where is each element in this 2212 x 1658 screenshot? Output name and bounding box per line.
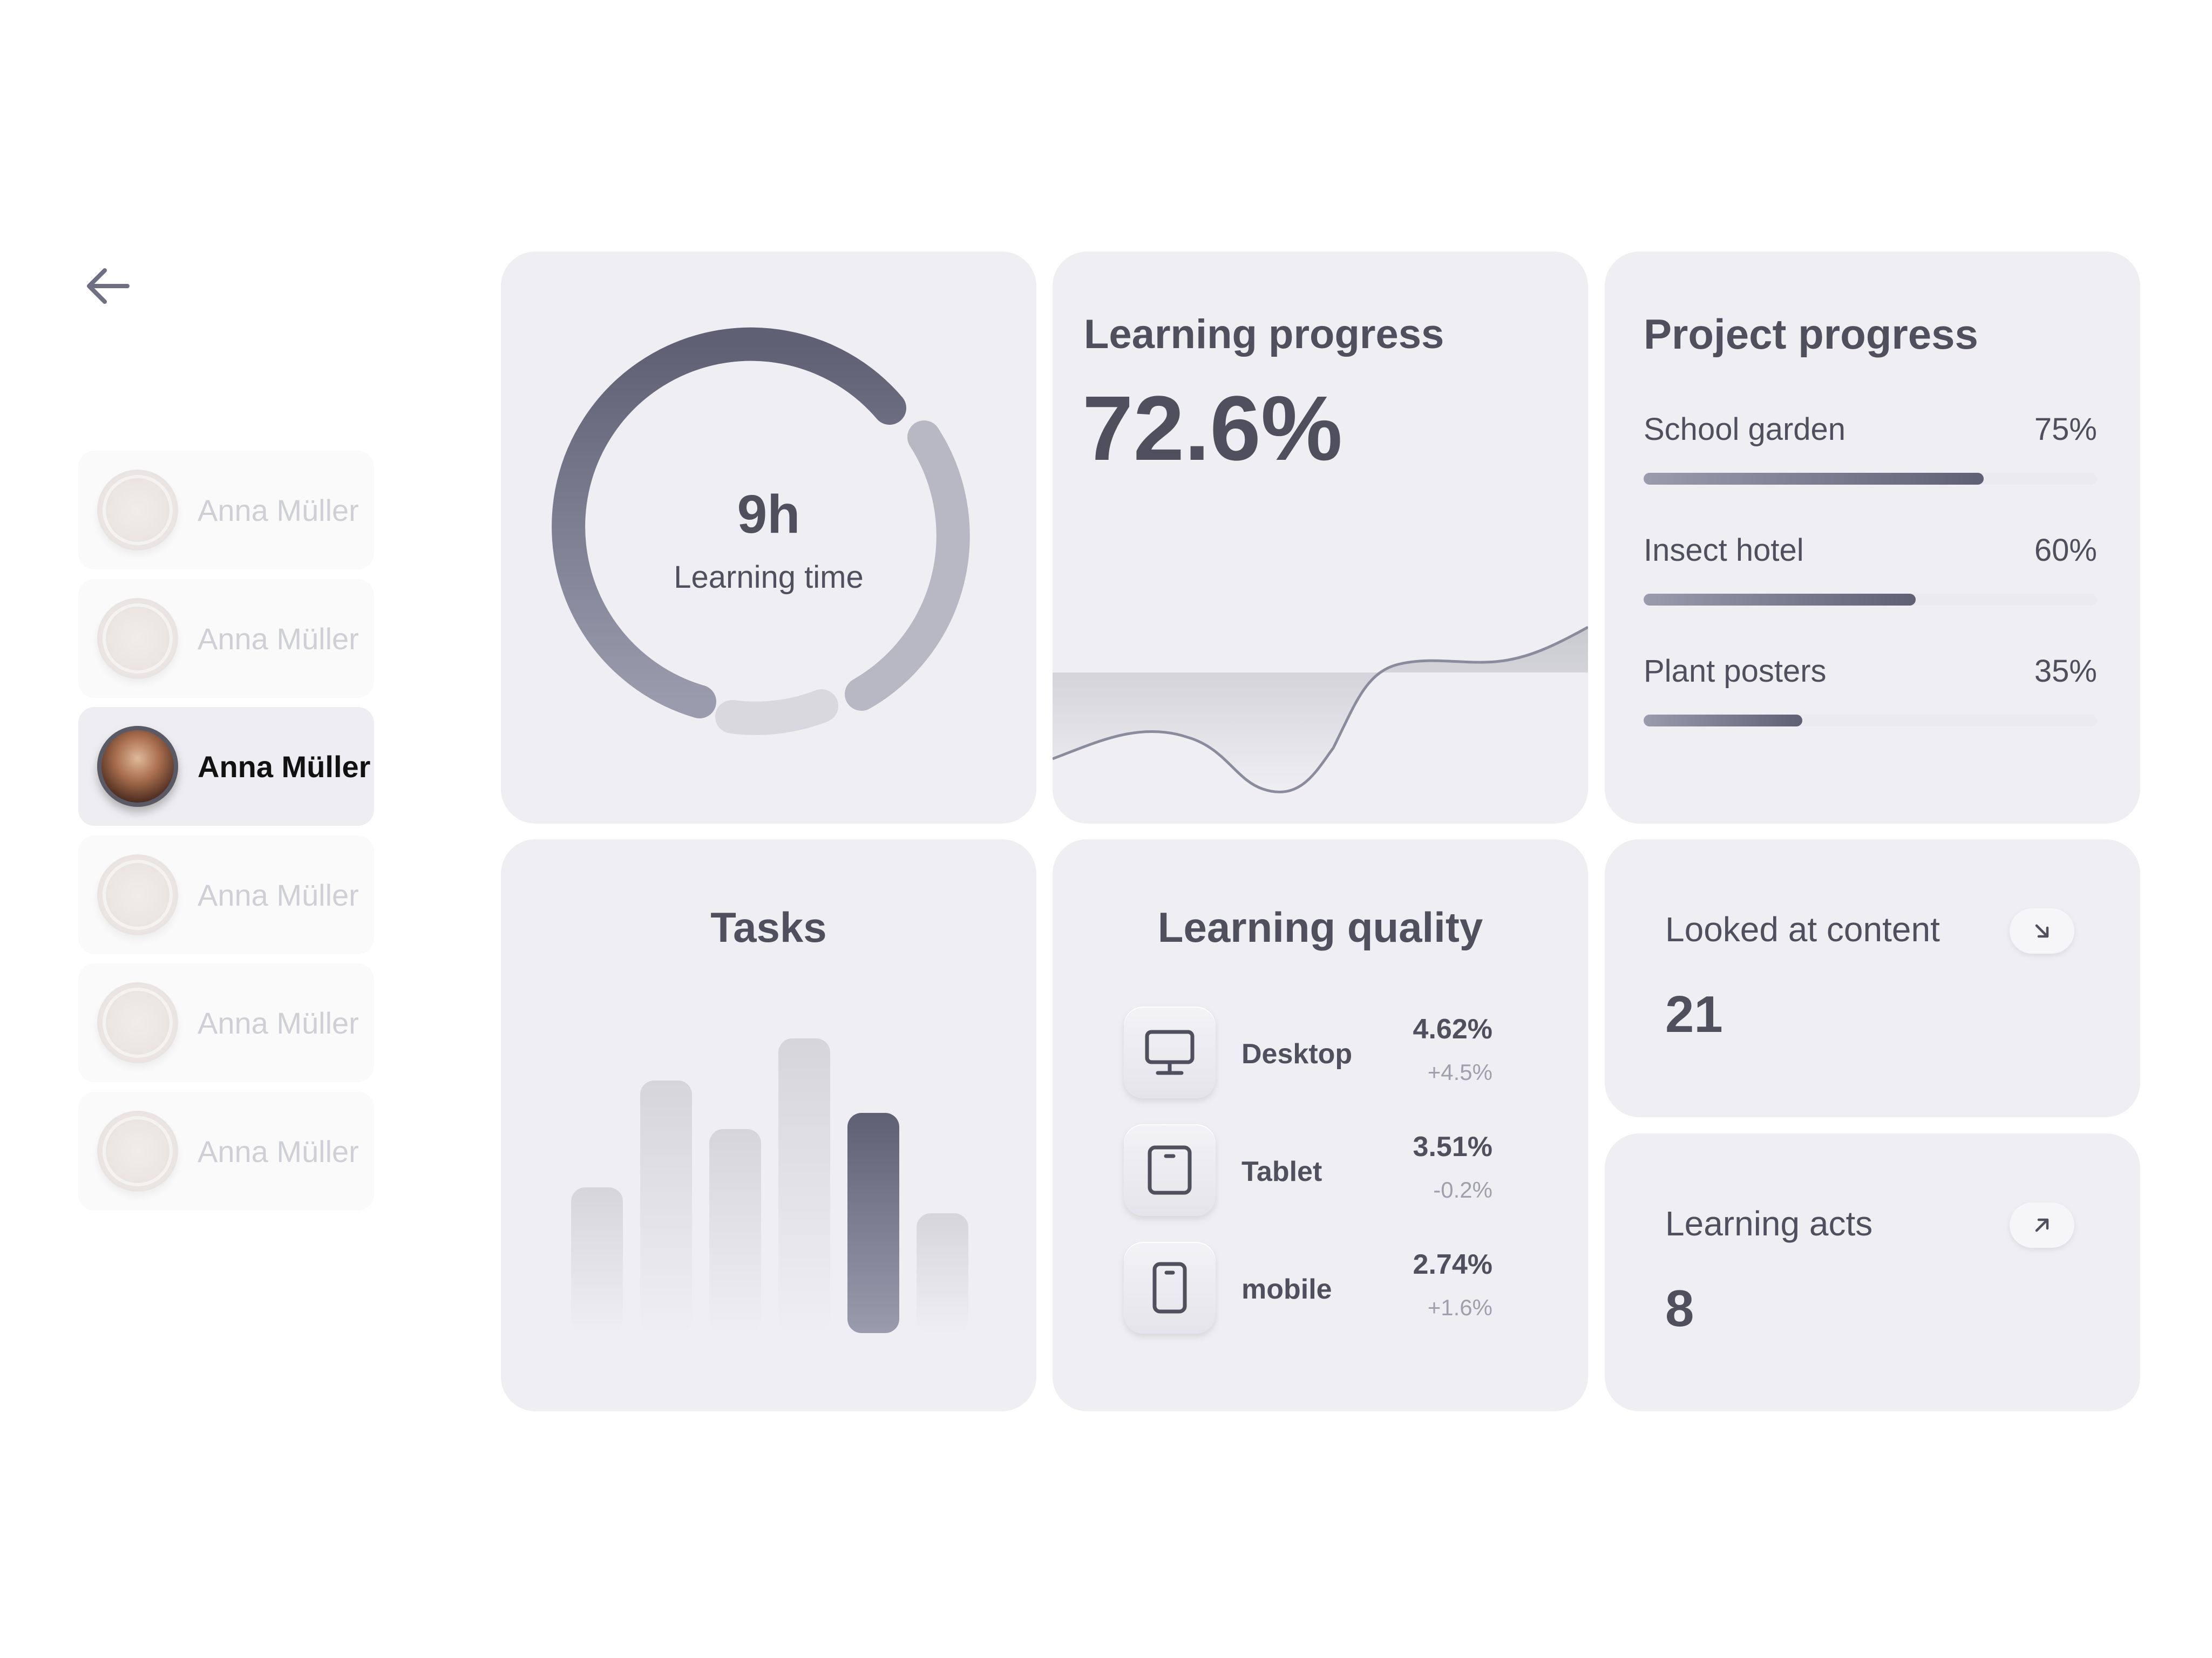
user-name: Anna Müller bbox=[198, 1134, 359, 1168]
quality-delta: +4.5% bbox=[1427, 1059, 1492, 1085]
quality-value: 4.62% bbox=[1413, 1014, 1492, 1045]
desktop-icon bbox=[1145, 1030, 1195, 1075]
user-item-selected[interactable]: Anna Müller bbox=[78, 707, 374, 826]
quality-value: 2.74% bbox=[1413, 1249, 1492, 1280]
quality-label: Tablet bbox=[1241, 1156, 1322, 1187]
looked-at-content-button[interactable] bbox=[2010, 908, 2074, 954]
looked-at-content-label: Looked at content bbox=[1665, 910, 1940, 949]
project-progress-bar bbox=[1644, 715, 2097, 726]
project-percent: 60% bbox=[2034, 533, 2097, 568]
project-progress-fill bbox=[1644, 715, 1802, 726]
tablet-icon bbox=[1148, 1145, 1192, 1195]
learning-quality-title: Learning quality bbox=[1157, 903, 1483, 951]
tasks-bar bbox=[917, 1213, 968, 1333]
arrow-up-right-icon bbox=[2035, 1218, 2049, 1232]
tasks-chart bbox=[571, 1038, 968, 1333]
project-percent: 35% bbox=[2034, 654, 2097, 689]
learning-progress-chart bbox=[1053, 626, 1588, 793]
learning-progress-title: Learning progress bbox=[1084, 311, 1444, 357]
project-label: Plant posters bbox=[1644, 654, 1827, 689]
learning-time-label: Learning time bbox=[674, 560, 864, 595]
learning-time-card: 9h Learning time bbox=[501, 252, 1036, 824]
tablet-icon-box bbox=[1124, 1124, 1216, 1216]
tasks-bar bbox=[778, 1038, 830, 1333]
tasks-card: Tasks bbox=[501, 839, 1036, 1411]
tasks-bar bbox=[709, 1129, 761, 1333]
avatar bbox=[97, 982, 178, 1063]
user-item[interactable]: Anna Müller bbox=[78, 835, 374, 954]
arrow-left-icon bbox=[87, 268, 130, 304]
user-name: Anna Müller bbox=[198, 878, 359, 912]
learning-progress-card: Learning progress 72.6% bbox=[1053, 252, 1588, 824]
quality-value: 3.51% bbox=[1413, 1131, 1492, 1163]
arrow-down-right-icon bbox=[2035, 924, 2049, 938]
learning-time-value: 9h bbox=[737, 484, 800, 545]
avatar bbox=[97, 470, 178, 551]
avatar bbox=[97, 854, 178, 935]
desktop-icon-box bbox=[1124, 1007, 1216, 1098]
project-progress-title: Project progress bbox=[1644, 310, 1978, 358]
learning-acts-button[interactable] bbox=[2010, 1202, 2074, 1248]
quality-delta: -0.2% bbox=[1433, 1177, 1492, 1202]
mobile-icon bbox=[1152, 1262, 1187, 1314]
learning-acts-label: Learning acts bbox=[1665, 1204, 1873, 1243]
user-name: Anna Müller bbox=[198, 493, 359, 527]
user-item[interactable]: Anna Müller bbox=[78, 451, 374, 569]
tasks-title: Tasks bbox=[710, 903, 827, 951]
learning-acts-value: 8 bbox=[1665, 1280, 1694, 1337]
avatar bbox=[97, 598, 178, 679]
tasks-bar bbox=[640, 1081, 692, 1333]
quality-label: Desktop bbox=[1241, 1038, 1353, 1070]
project-label: Insect hotel bbox=[1644, 533, 1804, 568]
back-button[interactable] bbox=[81, 259, 135, 313]
looked-at-content-value: 21 bbox=[1665, 986, 1723, 1043]
learning-acts-card: Learning acts 8 bbox=[1605, 1133, 2140, 1411]
user-item[interactable]: Anna Müller bbox=[78, 963, 374, 1082]
tasks-bar bbox=[571, 1187, 623, 1333]
tasks-bar-highlighted bbox=[847, 1113, 899, 1333]
user-name: Anna Müller bbox=[198, 749, 371, 784]
quality-label: mobile bbox=[1241, 1274, 1332, 1305]
user-item[interactable]: Anna Müller bbox=[78, 1092, 374, 1211]
project-progress-bar bbox=[1644, 594, 2097, 606]
mobile-icon-box bbox=[1124, 1242, 1216, 1334]
avatar bbox=[97, 726, 178, 807]
project-label: School garden bbox=[1644, 412, 1846, 447]
project-progress-card: Project progress School garden 75% Insec… bbox=[1605, 252, 2140, 824]
project-progress-bar bbox=[1644, 473, 2097, 485]
quality-delta: +1.6% bbox=[1427, 1295, 1492, 1320]
user-item[interactable]: Anna Müller bbox=[78, 579, 374, 698]
learning-progress-value: 72.6% bbox=[1082, 377, 1343, 480]
project-percent: 75% bbox=[2034, 412, 2097, 447]
learning-quality-card: Learning quality Desktop 4.62% +4.5% Tab… bbox=[1053, 839, 1588, 1411]
avatar bbox=[97, 1111, 178, 1192]
project-progress-fill bbox=[1644, 473, 1984, 485]
looked-at-content-card: Looked at content 21 bbox=[1605, 839, 2140, 1117]
learning-time-donut bbox=[552, 327, 970, 735]
project-progress-fill bbox=[1644, 594, 1916, 606]
user-name: Anna Müller bbox=[198, 621, 359, 656]
user-name: Anna Müller bbox=[198, 1005, 359, 1040]
